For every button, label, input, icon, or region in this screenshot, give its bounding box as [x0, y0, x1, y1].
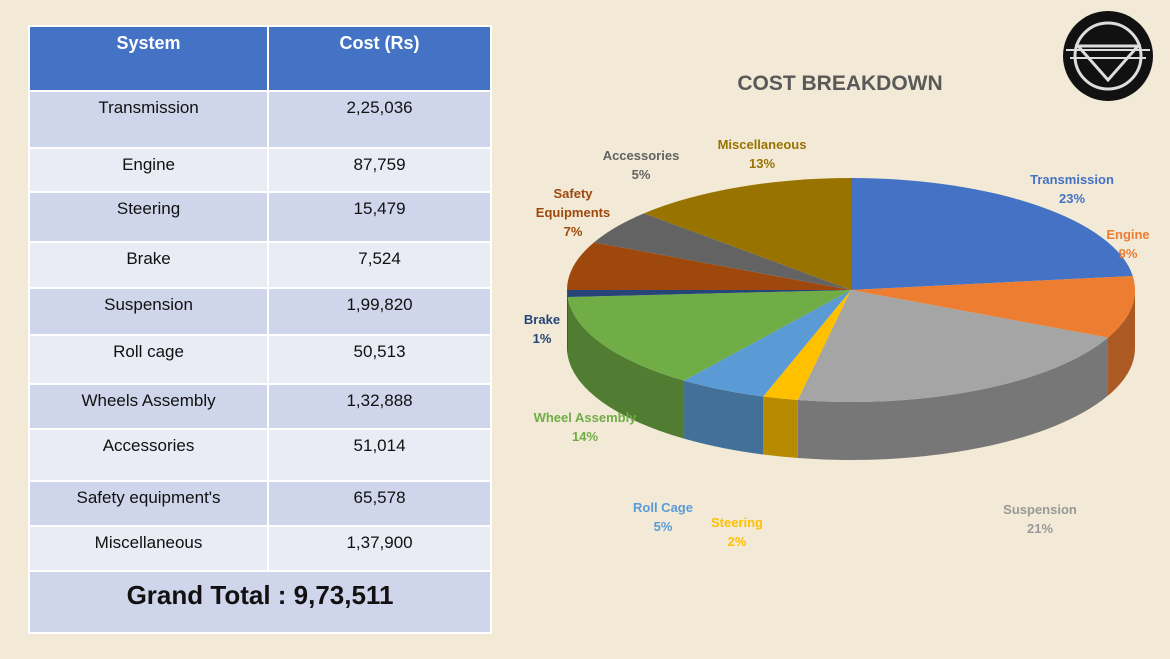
slice-side	[567, 297, 685, 439]
slice	[851, 178, 1133, 290]
slice	[643, 178, 851, 290]
value-label: 2%	[727, 534, 747, 549]
slice	[567, 242, 851, 290]
grand-total: Grand Total : 9,73,511	[28, 570, 492, 634]
value-label: 21%	[1026, 521, 1054, 536]
table-row: Suspension 1,99,820	[27, 287, 492, 336]
category-label: Steering	[710, 515, 763, 530]
category-label: Transmission	[1030, 172, 1114, 187]
header-row: System Cost (Rs)	[27, 25, 492, 92]
table-cell: 2,25,036	[267, 90, 492, 149]
slice-side	[1107, 290, 1135, 396]
table-row: Wheels Assembly 1,32,888	[27, 383, 492, 430]
header-cell: Cost (Rs)	[267, 25, 492, 92]
table-cell: 15,479	[267, 191, 492, 243]
table-cell: 7,524	[267, 241, 492, 289]
table-cell: 50,513	[267, 334, 492, 385]
value-label: 5%	[631, 167, 651, 182]
data-label: Brake 1%	[522, 310, 562, 348]
category-label: Engine	[1106, 227, 1150, 242]
category-label: Miscellaneous	[717, 137, 807, 152]
table-cell: Miscellaneous	[27, 525, 270, 572]
category-label: Roll Cage	[633, 500, 693, 515]
table-cell: 1,37,900	[267, 525, 492, 572]
data-label: Safety Equipments 7%	[528, 184, 618, 241]
table-row: Accessories 51,014	[27, 428, 492, 482]
slice	[851, 275, 1135, 338]
data-label: Engine 9%	[1100, 225, 1156, 263]
table-row: Brake 7,524	[27, 241, 492, 289]
value-label: 9%	[1118, 246, 1138, 261]
cost-table: System Cost (Rs) Transmission 2,25,036 Engin…	[27, 25, 492, 634]
data-label: Transmission 23%	[1022, 170, 1122, 208]
category-label: Suspension	[1003, 502, 1077, 517]
table-row: Engine 87,759	[27, 147, 492, 193]
value-label: 7%	[563, 224, 583, 239]
table-row: Roll cage 50,513	[27, 334, 492, 385]
logo	[1063, 11, 1153, 101]
chart-title: COST BREAKDOWN	[737, 72, 943, 95]
table-cell: 65,578	[267, 480, 492, 527]
table-cell: Suspension	[27, 287, 270, 336]
slice	[567, 290, 851, 298]
table-row: Miscellaneous 1,37,900	[27, 525, 492, 572]
data-label: Suspension 21%	[990, 500, 1090, 538]
category-label: Brake	[523, 312, 561, 327]
table-cell: Engine	[27, 147, 270, 193]
header-cell: System	[27, 25, 270, 92]
slice-side	[763, 396, 798, 459]
table-cell: 51,014	[267, 428, 492, 482]
data-label: Accessories 5%	[591, 146, 691, 184]
value-label: 1%	[532, 331, 552, 346]
slice	[567, 290, 851, 381]
slice	[684, 290, 851, 397]
slice-side	[797, 337, 1108, 460]
table-row: Transmission 2,25,036	[27, 90, 492, 149]
data-label: Wheel Assembly 14%	[520, 408, 650, 446]
slice	[797, 290, 1108, 402]
table-row: Steering 15,479	[27, 191, 492, 243]
data-label: Roll Cage 5%	[613, 498, 713, 536]
table-cell: 87,759	[267, 147, 492, 193]
table-cell: Safety equipment's	[27, 480, 270, 527]
value-label: 14%	[571, 429, 599, 444]
value-label: 13%	[748, 156, 776, 171]
footer-row: Grand Total : 9,73,511	[28, 570, 492, 634]
table-cell: Brake	[27, 241, 270, 289]
category-label: Safety Equipments	[535, 186, 611, 220]
category-label: Accessories	[602, 148, 680, 163]
table-cell: Transmission	[27, 90, 270, 149]
slice-side	[684, 380, 764, 455]
table-cell: 1,32,888	[267, 383, 492, 430]
data-label: Steering 2%	[697, 513, 777, 551]
value-label: 5%	[653, 519, 673, 534]
table-cell: Steering	[27, 191, 270, 243]
slice-side	[567, 290, 568, 356]
value-label: 23%	[1058, 191, 1086, 206]
table-cell: Wheels Assembly	[27, 383, 270, 430]
category-label: Wheel Assembly	[533, 410, 637, 425]
slice	[594, 213, 851, 290]
table-cell: Accessories	[27, 428, 270, 482]
table-cell: 1,99,820	[267, 287, 492, 336]
table-cell: Roll cage	[27, 334, 270, 385]
slice	[763, 290, 851, 401]
table-row: Safety equipment's 65,578	[27, 480, 492, 527]
data-label: Miscellaneous 13%	[702, 135, 822, 173]
